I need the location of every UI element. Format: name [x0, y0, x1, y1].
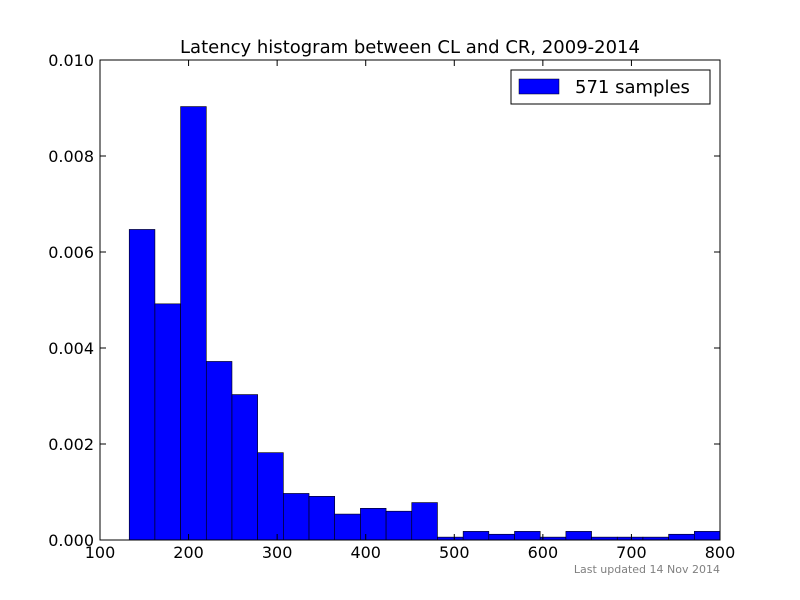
histogram-bar-7: [283, 493, 310, 541]
histogram-bar-2: [154, 303, 181, 541]
last-updated-note: Last updated 14 Nov 2014: [573, 563, 720, 576]
y-tick-label: 0.000: [48, 531, 94, 550]
histogram-bar-5: [231, 394, 258, 541]
y-tick-label: 0.006: [48, 243, 94, 262]
histogram-bar-8: [308, 496, 336, 541]
histogram-bar-12: [411, 502, 438, 541]
histogram-bar-1: [128, 229, 156, 541]
histogram-bar-10: [360, 508, 387, 541]
y-tick-label: 0.008: [48, 147, 94, 166]
bars-group: [128, 106, 721, 541]
y-tick-label: 0.002: [48, 435, 94, 454]
x-tick-label: 600: [528, 543, 559, 562]
chart-title: Latency histogram between CL and CR, 200…: [180, 37, 640, 58]
histogram-bar-3: [180, 106, 207, 541]
ticks-group: 100 200 300 400 500 600 700 800 0.000 0.002 0.004 0…: [48, 51, 735, 562]
x-tick-label: 200: [173, 543, 204, 562]
legend-swatch: [518, 78, 560, 95]
histogram-bar-9: [334, 513, 361, 541]
legend: 571 samples: [510, 69, 711, 105]
histogram-bar-22: [668, 533, 695, 541]
histogram-bar-6: [257, 452, 284, 541]
x-tick-label: 500: [439, 543, 470, 562]
y-tick-label: 0.004: [48, 339, 94, 358]
histogram-bar-4: [205, 361, 233, 541]
x-tick-label: 300: [262, 543, 293, 562]
histogram-bar-15: [488, 533, 515, 541]
y-tick-label: 0.010: [48, 51, 94, 70]
histogram-bar-14: [462, 531, 490, 541]
x-tick-label: 800: [705, 543, 736, 562]
x-tick-label: 700: [616, 543, 647, 562]
x-tick-label: 100: [85, 543, 116, 562]
histogram-bar-23: [694, 531, 721, 541]
plot-frame: [99, 59, 721, 541]
legend-label: 571 samples: [575, 77, 690, 98]
histogram-bar-16: [514, 531, 541, 541]
histogram-bar-18: [565, 531, 592, 541]
x-tick-label: 400: [350, 543, 381, 562]
histogram-bar-11: [385, 510, 413, 541]
